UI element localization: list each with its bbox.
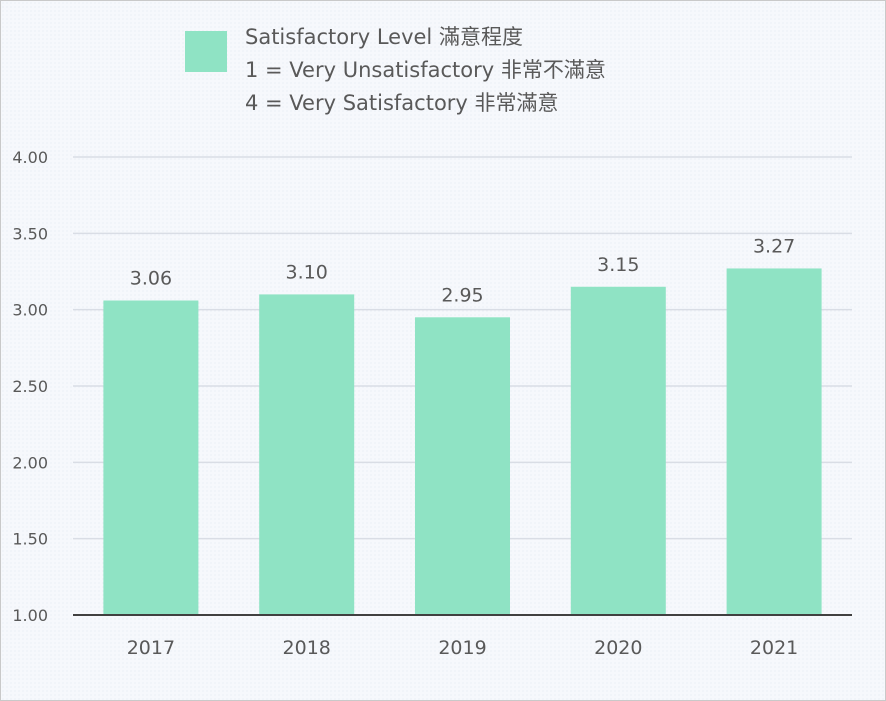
y-tick-label: 3.00: [12, 301, 48, 320]
bar-2019: [415, 317, 510, 615]
bar-2018: [259, 294, 355, 615]
bars: [103, 268, 822, 615]
data-label: 3.06: [130, 268, 172, 290]
x-tick-label: 2018: [283, 637, 331, 659]
legend-swatch: [185, 31, 227, 72]
y-tick-label: 2.50: [12, 377, 48, 396]
x-tick-label: 2020: [594, 637, 642, 659]
y-tick-label: 2.00: [12, 453, 48, 472]
bar-2021: [726, 268, 822, 615]
legend-title: Satisfactory Level 滿意程度: [245, 25, 523, 49]
data-label: 3.10: [286, 261, 328, 283]
y-tick-label: 3.50: [12, 224, 48, 243]
x-tick-label: 2021: [750, 637, 798, 659]
data-label: 3.15: [597, 254, 639, 276]
bar-2017: [103, 300, 199, 615]
legend-max-note: 4 = Very Satisfactory 非常滿意: [245, 91, 559, 115]
legend-min-note: 1 = Very Unsatisfactory 非常不滿意: [245, 58, 606, 82]
y-tick-label: 4.00: [12, 148, 48, 167]
data-label: 2.95: [441, 284, 483, 306]
data-label: 3.27: [753, 235, 795, 257]
x-tick-label: 2017: [127, 637, 175, 659]
bar-2020: [570, 286, 666, 615]
labels: 1.00 1.50 2.00 2.50 3.00 3.50 4.00 3.06 2017 3.10…: [12, 148, 798, 659]
y-tick-label: 1.50: [12, 530, 48, 549]
y-tick-label: 1.00: [12, 606, 48, 625]
x-tick-label: 2019: [438, 637, 486, 659]
